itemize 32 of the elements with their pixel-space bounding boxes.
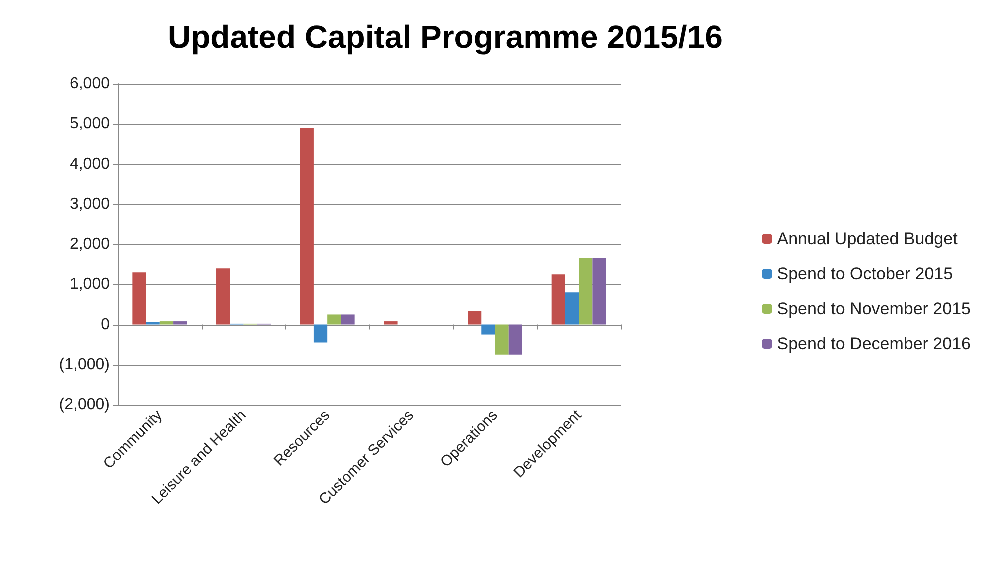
bar [552, 274, 566, 325]
legend-label: Spend to November 2015 [777, 300, 972, 318]
y-tick-label: 3,000 [70, 196, 110, 213]
bar [579, 258, 593, 325]
bar [384, 322, 398, 325]
y-tick-label: (2,000) [59, 396, 110, 414]
bar [146, 322, 160, 325]
bar [132, 272, 146, 325]
legend-label: Spend to December 2016 [777, 334, 972, 354]
y-tick-label: 5,000 [70, 116, 110, 133]
chart-title: Updated Capital Programme 2015/16 [168, 19, 723, 55]
bar [341, 314, 355, 325]
bar [328, 314, 342, 325]
bar [495, 324, 509, 355]
bar [300, 128, 314, 325]
bar [468, 312, 482, 325]
bar [592, 258, 606, 325]
y-tick-label: (1,000) [59, 356, 110, 374]
bar [160, 322, 174, 325]
y-tick-label: 1,000 [70, 276, 110, 294]
legend-label: Annual Updated Budget [777, 230, 958, 248]
y-tick-label: 4,000 [70, 156, 110, 173]
bar [482, 324, 496, 335]
bar [508, 324, 522, 355]
legend-label: Spend to October 2015 [777, 264, 954, 284]
bar [174, 322, 188, 325]
bar [314, 324, 328, 343]
y-tick-label: 2,000 [70, 236, 110, 253]
bar [216, 268, 230, 325]
y-tick-label: 0 [101, 316, 110, 334]
bar [565, 292, 580, 325]
y-tick-label: 6,000 [70, 76, 110, 92]
